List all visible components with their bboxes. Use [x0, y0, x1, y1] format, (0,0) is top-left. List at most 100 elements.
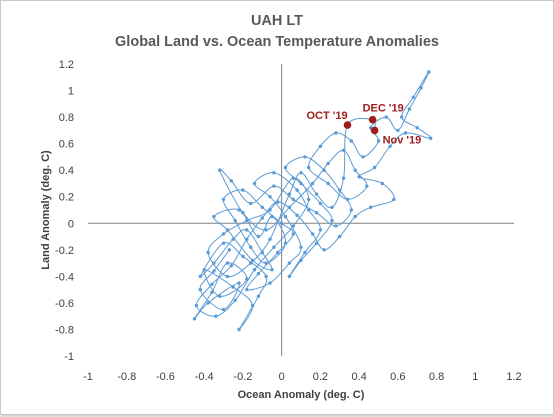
y-tick-label: -0.4	[55, 271, 74, 283]
x-tick-label: -0.2	[233, 371, 252, 383]
data-point	[283, 214, 288, 219]
data-point	[318, 201, 323, 206]
data-point	[241, 254, 245, 259]
data-point	[210, 290, 214, 294]
data-point	[303, 250, 307, 255]
data-point	[322, 248, 326, 252]
y-axis-label: Land Anomaly (deg. C)	[40, 150, 52, 270]
x-tick-label: 0.2	[313, 371, 328, 383]
data-point	[291, 197, 295, 202]
data-point	[225, 274, 230, 279]
highlight-label: OCT '19	[307, 110, 348, 122]
data-point	[307, 165, 311, 170]
data-point	[206, 250, 210, 255]
data-point	[202, 268, 206, 272]
data-point	[192, 317, 197, 321]
data-point	[291, 176, 295, 180]
data-point	[260, 205, 264, 209]
data-point	[231, 237, 235, 241]
data-point	[372, 165, 377, 170]
y-tick-label: 0.4	[59, 165, 74, 177]
y-tick-label: -0.2	[55, 245, 74, 257]
highlight-label: DEC '19	[363, 103, 404, 115]
data-point	[427, 70, 431, 74]
y-tick-label: 1	[68, 86, 74, 98]
data-point	[376, 139, 381, 143]
x-tick-label: -1	[83, 371, 93, 383]
y-tick-label: 0.2	[59, 192, 74, 204]
data-point	[221, 307, 226, 312]
data-point	[268, 281, 272, 285]
x-tick-label: 0.6	[390, 371, 405, 383]
y-tick-label: 1.2	[59, 59, 74, 71]
data-point	[299, 258, 303, 263]
data-point	[357, 175, 361, 179]
data-point	[388, 144, 392, 148]
data-point	[256, 272, 261, 276]
data-point	[245, 287, 249, 292]
data-point	[198, 287, 202, 292]
data-point	[264, 228, 268, 232]
data-point	[245, 228, 249, 232]
y-tick-label: -0.8	[55, 324, 74, 336]
data-point	[415, 126, 419, 130]
data-point	[279, 221, 284, 225]
data-point	[237, 208, 241, 212]
data-point	[411, 95, 415, 99]
data-point	[338, 188, 342, 192]
data-point	[353, 214, 357, 219]
data-point	[214, 314, 218, 318]
highlight-label: Nov '19	[383, 134, 422, 146]
data-point	[225, 228, 230, 232]
data-point	[241, 188, 245, 192]
x-tick-labels: -1 -0.8 -0.6 -0.4 -0.2 0 0.2 0.4 0.6 0.8 1 1.2	[83, 371, 522, 383]
data-point	[314, 192, 319, 196]
highlight-point	[368, 115, 377, 124]
data-point	[287, 205, 292, 209]
highlighted-points: OCT '19 DEC '19 Nov '19	[307, 103, 422, 147]
data-point	[245, 218, 249, 223]
data-point	[318, 228, 323, 232]
data-point	[256, 234, 261, 239]
data-point	[270, 214, 274, 219]
data-point	[221, 232, 226, 236]
data-point	[283, 165, 288, 170]
data-point	[241, 211, 245, 215]
data-point	[212, 261, 216, 265]
highlight-point	[370, 126, 379, 135]
data-point	[291, 224, 295, 228]
data-point	[299, 171, 303, 175]
data-point	[307, 197, 311, 202]
data-point	[210, 282, 214, 286]
data-point	[341, 148, 346, 152]
data-point	[221, 241, 226, 245]
data-point	[218, 168, 222, 172]
y-tick-labels: -1 -0.8 -0.6 -0.4 -0.2 0 0.2 0.4 0.6 0.8 1 1.2	[55, 59, 74, 363]
data-point	[361, 155, 365, 159]
x-tick-label: 0	[279, 371, 285, 383]
data-point	[233, 298, 237, 302]
data-point	[349, 139, 353, 143]
data-point	[250, 258, 255, 263]
chart-title: UAH LT	[251, 13, 303, 29]
data-point	[268, 195, 272, 199]
data-point	[310, 232, 315, 236]
data-point	[365, 184, 369, 188]
data-point	[307, 208, 311, 212]
x-tick-label: 0.8	[429, 371, 444, 383]
x-axis-label: Ocean Anomaly (deg. C)	[238, 389, 365, 401]
data-point	[314, 211, 319, 215]
data-point	[326, 161, 330, 166]
data-point	[227, 248, 232, 252]
data-point	[299, 245, 303, 249]
data-point	[268, 208, 272, 212]
data-point	[272, 245, 276, 249]
data-point	[400, 115, 404, 119]
series-line	[193, 71, 432, 331]
data-point	[272, 171, 276, 175]
data-point	[221, 197, 226, 202]
x-tick-label: -0.8	[117, 371, 136, 383]
data-point	[270, 268, 274, 272]
data-point	[229, 179, 233, 183]
